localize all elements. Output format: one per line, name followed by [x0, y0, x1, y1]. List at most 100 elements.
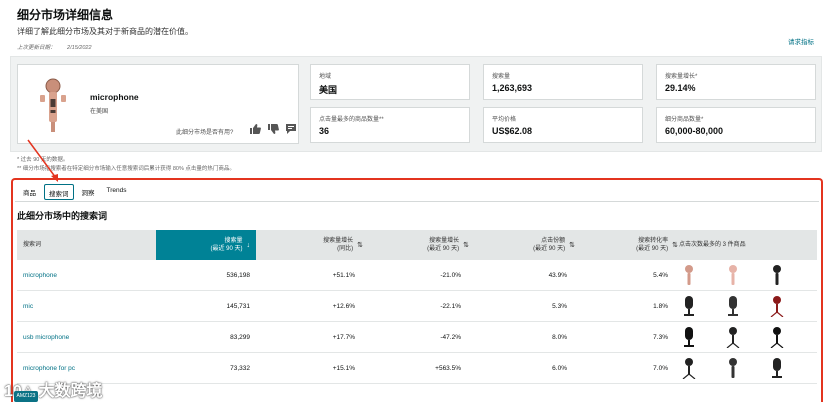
tab-products[interactable]: 商品 [23, 190, 36, 197]
stat-label: 点击量最多的商品数量** [319, 117, 384, 123]
click-share-cell: 43.9% [548, 272, 567, 279]
stat-label: 细分商品数量* [665, 117, 704, 123]
thumbs-down-icon[interactable] [267, 123, 279, 135]
click-share-cell: 6.0% [552, 365, 567, 372]
search-volume-cell: 83,299 [230, 334, 250, 341]
table-row: usb microphone 83,299 +17.7% -47.2% 8.0%… [17, 322, 817, 353]
sort-icon: ⇅ [672, 242, 678, 249]
product-name: microphone [90, 92, 139, 102]
stat-value: 60,000-80,000 [665, 126, 724, 136]
pink-karaoke-mic-icon[interactable] [725, 264, 741, 286]
footnote: ** 细分市场指搜索者在特定细分市场输入任意搜索词后累计获得 80% 点击量的热… [17, 166, 235, 172]
keyword-link[interactable]: mic [23, 303, 34, 310]
stat-label: 搜索量 [492, 74, 511, 80]
growth-90d-cell: +563.5% [435, 365, 461, 372]
search-terms-panel [11, 178, 823, 402]
rgb-gaming-mic-icon[interactable] [769, 295, 785, 317]
stat-value: US$62.08 [492, 126, 533, 136]
col-keyword[interactable]: 搜索词 [23, 242, 42, 248]
page-subtitle: 详细了解此细分市场及其对于新商品的潜在价值。 [17, 27, 193, 36]
tripod-mic-icon[interactable] [769, 326, 785, 348]
keyword-link[interactable]: microphone [23, 272, 57, 279]
thumbs-up-icon[interactable] [249, 123, 261, 135]
stat-card-search-growth: 搜索量增长* 29.14% [656, 64, 816, 100]
black-handheld-mic-icon[interactable] [769, 264, 785, 286]
section-title: 此细分市场中的搜索词 [17, 211, 108, 221]
stat-value: 美国 [319, 85, 338, 95]
stat-value: 36 [319, 126, 330, 136]
sort-icon: ⇅ [357, 242, 363, 249]
col-growth-90d[interactable]: 搜索量增长 (最近 90 天) ⇅ [427, 238, 469, 252]
desk-mic-icon[interactable] [725, 357, 741, 379]
sort-icon: ⇅ [569, 242, 575, 249]
request-metrics-link[interactable]: 请求指标 [788, 39, 814, 46]
stat-card-region: 地域 美国 [310, 64, 470, 100]
stat-card-average-price: 平均价格 US$62.08 [483, 107, 643, 143]
page-title: 细分市场详细信息 [17, 8, 114, 22]
stat-label: 搜索量增长* [665, 74, 698, 80]
stat-label: 地域 [319, 74, 332, 80]
conversion-cell: 1.8% [653, 303, 668, 310]
stat-label: 平均价格 [492, 117, 517, 123]
top-products-thumbnails [681, 357, 785, 379]
tab-search-terms[interactable]: 搜索词 [44, 184, 74, 200]
sort-desc-icon: ↓ [246, 241, 251, 249]
last-updated: 上次更新日期： 2/15/2022 [17, 43, 193, 51]
product-region: 在美国 [90, 109, 109, 115]
updated-label: 上次更新日期： [17, 45, 56, 51]
growth-yoy-cell: +51.1% [332, 272, 355, 279]
tab-bar: 商品 搜索词 洞察 Trends [19, 184, 131, 200]
stat-value: 29.14% [665, 83, 696, 93]
keyword-link[interactable]: usb microphone [23, 334, 70, 341]
boom-arm-mic-icon[interactable] [725, 326, 741, 348]
conversion-cell: 7.3% [653, 334, 668, 341]
stat-card-top-clicked-count: 点击量最多的商品数量** 36 [310, 107, 470, 143]
growth-yoy-cell: +15.1% [332, 365, 355, 372]
stand-mic-icon[interactable] [769, 357, 785, 379]
tab-trends[interactable]: Trends [106, 187, 127, 194]
table-row: microphone for pc 73,332 +15.1% +563.5% … [17, 353, 817, 384]
tab-insights[interactable]: 洞察 [81, 190, 95, 197]
rose-gold-karaoke-mic-icon[interactable] [681, 264, 697, 286]
table-row: microphone 536,198 +51.1% -21.0% 43.9% 5… [17, 260, 817, 291]
sort-icon: ⇅ [463, 242, 469, 249]
col-click-share[interactable]: 点击份额 (最近 90 天) ⇅ [533, 238, 575, 252]
usb-condenser-mic-icon[interactable] [681, 295, 697, 317]
click-share-cell: 8.0% [552, 334, 567, 341]
col-top-products: 点击次数最多的 3 件商品 [679, 242, 746, 248]
growth-yoy-cell: +17.7% [332, 334, 355, 341]
top-products-thumbnails [681, 326, 785, 348]
search-volume-cell: 145,731 [226, 303, 251, 310]
gooseneck-mic-icon[interactable] [681, 357, 697, 379]
growth-90d-cell: -47.2% [440, 334, 461, 341]
tab-divider [15, 201, 819, 202]
growth-90d-cell: -22.1% [440, 303, 461, 310]
search-volume-cell: 73,332 [230, 365, 250, 372]
stat-card-search-volume: 搜索量 1,263,693 [483, 64, 643, 100]
click-share-cell: 5.3% [552, 303, 567, 310]
page-header: 细分市场详细信息 详细了解此细分市场及其对于新商品的潜在价值。 上次更新日期： … [17, 6, 193, 51]
stat-value: 1,263,693 [492, 83, 533, 93]
search-terms-table: 搜索词 搜索量 (最近 90 天) ↓ 搜索量增长 (同比) ⇅ 搜索量增长 (最近 … [17, 230, 817, 384]
growth-90d-cell: -21.0% [440, 272, 461, 279]
top-products-thumbnails [681, 295, 785, 317]
col-search-volume[interactable]: 搜索量 (最近 90 天) ↓ [156, 230, 256, 260]
stat-card-product-count: 细分商品数量* 60,000-80,000 [656, 107, 816, 143]
watermark-badge: AMZ123 [14, 391, 38, 402]
table-header: 搜索词 搜索量 (最近 90 天) ↓ 搜索量增长 (同比) ⇅ 搜索量增长 (最近 … [17, 230, 817, 260]
top-products-thumbnails [681, 264, 785, 286]
comment-icon[interactable] [285, 123, 297, 135]
growth-yoy-cell: +12.6% [332, 303, 355, 310]
conversion-cell: 7.0% [653, 365, 668, 372]
conversion-cell: 5.4% [653, 272, 668, 279]
podcast-mic-icon[interactable] [681, 326, 697, 348]
table-row: mic 145,731 +12.6% -22.1% 5.3% 1.8% [17, 291, 817, 322]
col-growth-yoy[interactable]: 搜索量增长 (同比) ⇅ [323, 238, 363, 252]
karaoke-microphone-image [40, 78, 66, 132]
product-card: microphone 在美国 此细分市场是否有用? [17, 64, 299, 144]
col-conversion[interactable]: 搜索转化率 (最近 90 天) ⇅ [636, 238, 678, 252]
desktop-condenser-mic-icon[interactable] [725, 295, 741, 317]
updated-date: 2/15/2022 [67, 45, 92, 51]
usefulness-question: 此细分市场是否有用? [176, 130, 234, 136]
keyword-link[interactable]: microphone for pc [23, 365, 76, 372]
